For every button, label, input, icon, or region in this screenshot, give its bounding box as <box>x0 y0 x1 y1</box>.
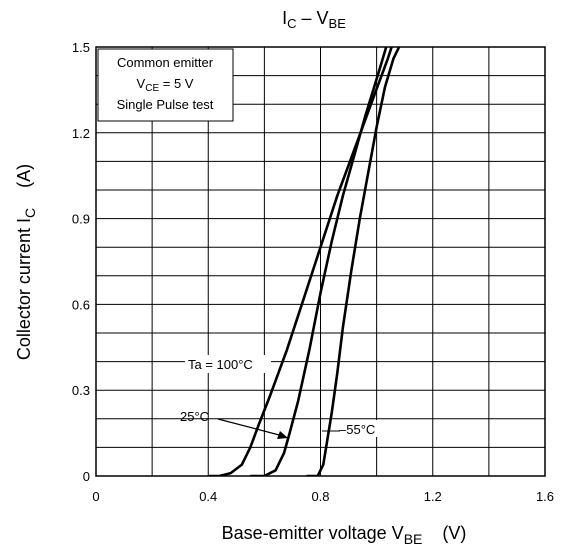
grid <box>96 47 545 476</box>
label-25c: 25°C <box>180 409 209 424</box>
y-tick-label: 1.2 <box>72 126 90 141</box>
x-tick-label: 0.4 <box>199 489 217 504</box>
label-100c: Ta = 100°C <box>188 357 253 372</box>
y-tick-label: 1.5 <box>72 40 90 55</box>
chart-title: IC – VBE <box>282 8 346 31</box>
y-tick-label: 0.6 <box>72 297 90 312</box>
plot-area: 0 0.4 0.8 1.2 1.6 0 0.3 0.6 0.9 1.2 1.5 <box>72 40 554 504</box>
axis-ticks: 0 0.4 0.8 1.2 1.6 0 0.3 0.6 0.9 1.2 1.5 <box>72 40 554 504</box>
conditions-box: Common emitter VCE = 5 V Single Pulse te… <box>97 48 234 122</box>
x-tick-label: 1.2 <box>424 489 442 504</box>
y-axis-label: Collector current IC(A) <box>14 164 38 360</box>
arrow-25c-head <box>277 431 288 439</box>
curve-annotations: Ta = 100°C 25°C –55°C <box>180 355 392 439</box>
conditions-line3: Single Pulse test <box>117 97 214 112</box>
y-tick-label: 0.9 <box>72 212 90 227</box>
x-axis-label: Base-emitter voltage VBE (V) <box>222 523 467 547</box>
y-tick-label: 0 <box>83 469 90 484</box>
label-m55-bg <box>336 420 392 437</box>
label-m55c: –55°C <box>339 422 375 437</box>
arrow-25c-line <box>217 418 284 437</box>
conditions-line2: VCE = 5 V <box>137 76 194 94</box>
y-tick-label: 0.3 <box>72 383 90 398</box>
conditions-line1: Common emitter <box>117 55 214 70</box>
series-curve <box>306 47 401 476</box>
curves <box>208 47 401 476</box>
series-curve <box>250 47 388 476</box>
x-tick-label: 1.6 <box>536 489 554 504</box>
label-100-bg <box>185 355 271 373</box>
x-tick-label: 0.8 <box>311 489 329 504</box>
x-tick-label: 0 <box>92 489 99 504</box>
series-curve <box>208 47 394 476</box>
conditions-box-frame <box>97 48 234 122</box>
